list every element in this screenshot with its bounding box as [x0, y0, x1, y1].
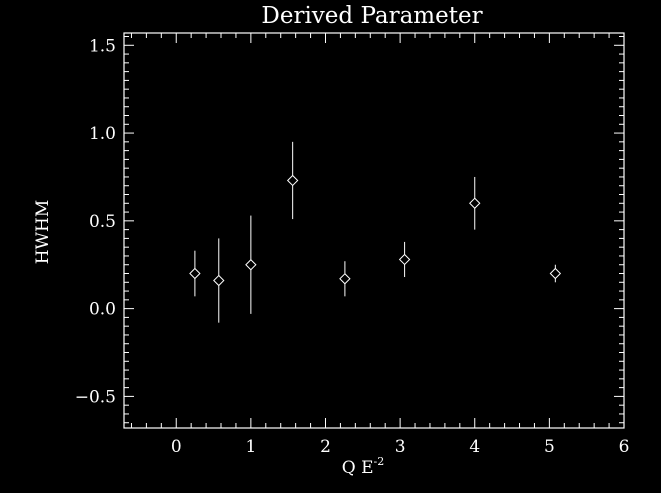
diamond-marker	[339, 273, 351, 285]
x-tick-label: 3	[395, 437, 406, 457]
y-tick-label: −0.5	[75, 387, 116, 407]
data-points	[189, 141, 562, 323]
y-tick-label: 0.5	[89, 212, 116, 232]
y-tick-label: 0.0	[89, 300, 116, 320]
x-tick-label: 0	[171, 437, 182, 457]
y-tick-labels: −0.5 0.0 0.5 1.0 1.5	[75, 36, 116, 407]
data-point	[189, 250, 201, 297]
plot-frame	[123, 32, 625, 429]
y-axis-label: HWHM	[33, 200, 53, 265]
x-tick-label: 5	[544, 437, 555, 457]
diamond-marker	[398, 253, 411, 266]
data-point	[213, 238, 225, 323]
y-tick-label: 1.5	[89, 36, 116, 56]
x-axis-label: Q E-2	[342, 455, 384, 478]
diamond-marker	[549, 267, 562, 280]
x-axis-label-text: Q E	[342, 458, 374, 478]
diamond-marker	[189, 267, 201, 280]
diamond-marker	[245, 259, 257, 271]
data-point	[469, 176, 481, 230]
data-point	[286, 141, 299, 220]
x-tick-label: 1	[245, 437, 256, 457]
data-point	[245, 215, 257, 314]
y-tick-label: 1.0	[89, 124, 116, 144]
x-tick-labels: 0 1 2 3 4 5 6	[171, 437, 630, 457]
data-point	[398, 241, 411, 278]
diamond-marker	[469, 197, 481, 209]
diamond-marker	[286, 174, 299, 187]
chart-title: Derived Parameter	[261, 3, 482, 29]
axis-ticks	[124, 33, 625, 428]
data-point	[549, 264, 562, 283]
x-tick-label: 2	[320, 437, 331, 457]
x-tick-label: 6	[619, 437, 630, 457]
data-point	[339, 261, 351, 297]
x-tick-label: 4	[469, 437, 480, 457]
x-axis-label-superscript: -2	[374, 455, 385, 468]
diamond-marker	[213, 274, 225, 287]
